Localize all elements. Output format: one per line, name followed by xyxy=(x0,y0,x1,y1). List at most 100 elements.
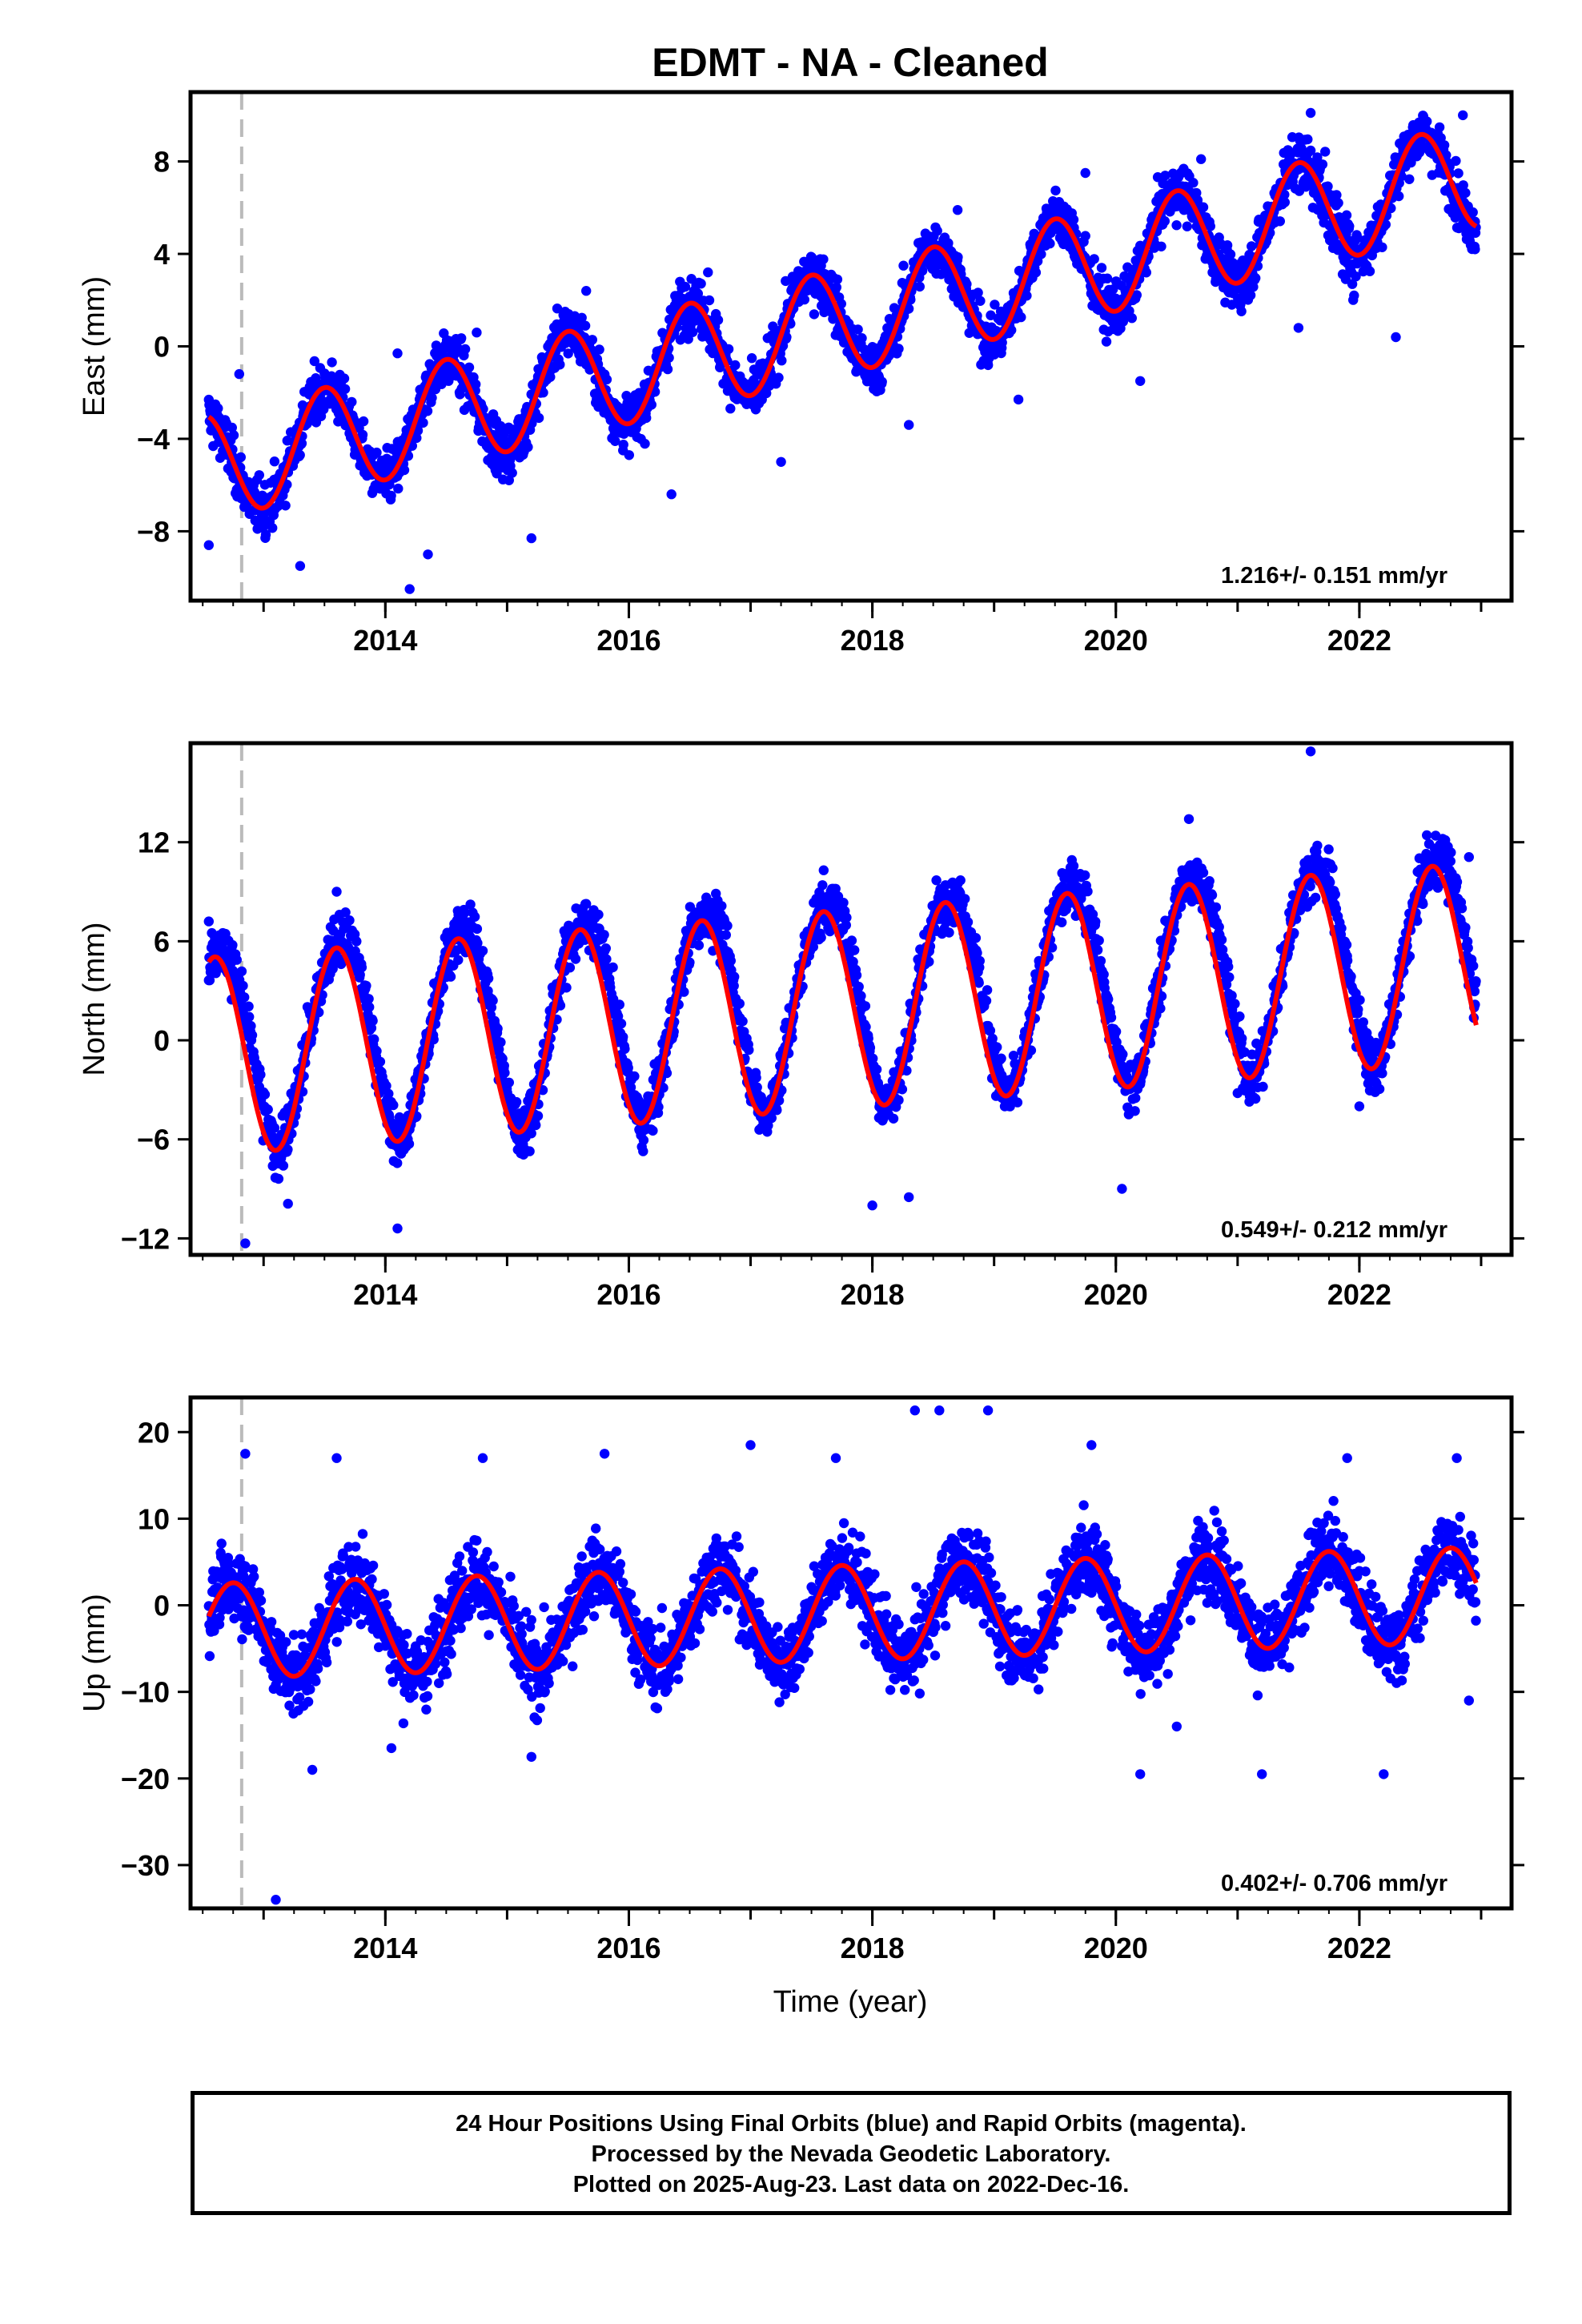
outlier-point xyxy=(1391,332,1401,343)
data-point xyxy=(388,1100,399,1111)
data-point xyxy=(653,1102,664,1112)
data-point xyxy=(599,930,609,940)
data-point xyxy=(664,352,674,363)
data-point xyxy=(816,932,826,943)
data-point xyxy=(361,980,371,991)
data-point xyxy=(511,1096,522,1108)
data-point xyxy=(555,360,565,370)
data-point xyxy=(351,936,362,947)
data-point xyxy=(1096,263,1107,273)
data-point xyxy=(576,312,587,323)
data-point xyxy=(903,304,914,314)
data-point xyxy=(746,353,757,364)
data-point xyxy=(555,1000,566,1011)
data-point xyxy=(1131,290,1142,300)
data-point xyxy=(422,406,433,416)
data-point xyxy=(1235,299,1246,309)
data-point xyxy=(355,970,365,980)
data-point xyxy=(799,294,809,305)
data-point xyxy=(1188,178,1199,188)
data-point xyxy=(1279,189,1290,200)
data-point xyxy=(524,1146,535,1156)
data-point xyxy=(472,938,483,948)
outlier-point xyxy=(423,549,433,560)
data-point xyxy=(685,957,695,967)
data-point xyxy=(1156,241,1166,251)
data-point xyxy=(1422,116,1432,127)
y-tick-label: 0 xyxy=(154,331,170,364)
data-point xyxy=(472,923,483,935)
data-point xyxy=(231,955,242,965)
data-point xyxy=(893,1095,904,1105)
data-point xyxy=(623,1063,633,1073)
data-point xyxy=(851,970,862,980)
data-point xyxy=(1305,145,1316,156)
data-point xyxy=(1005,1101,1015,1112)
data-point xyxy=(766,1112,777,1124)
data-point xyxy=(1236,306,1247,316)
data-point xyxy=(1205,221,1216,231)
data-point xyxy=(247,1030,258,1040)
data-point xyxy=(296,438,307,448)
data-point xyxy=(931,875,942,886)
data-point xyxy=(1275,216,1286,227)
data-point xyxy=(464,362,475,372)
data-point xyxy=(564,963,576,973)
data-point xyxy=(227,939,238,951)
data-point xyxy=(730,360,741,371)
data-point xyxy=(1198,202,1209,212)
data-point xyxy=(267,523,278,533)
data-point xyxy=(263,1104,273,1115)
data-point xyxy=(1227,300,1237,310)
x-tick-label: 2016 xyxy=(596,624,661,657)
data-point xyxy=(254,470,264,480)
data-point xyxy=(538,388,548,398)
data-point xyxy=(981,995,992,1006)
data-point xyxy=(259,1089,271,1100)
data-point xyxy=(369,1034,379,1044)
data-point xyxy=(1008,1051,1019,1061)
data-point xyxy=(227,422,237,433)
data-point xyxy=(375,1056,386,1068)
data-point xyxy=(477,946,488,956)
data-point xyxy=(418,417,428,428)
data-point xyxy=(831,282,842,292)
data-point xyxy=(1045,238,1055,249)
data-point xyxy=(781,332,792,343)
data-point xyxy=(339,384,351,394)
data-point xyxy=(616,1019,627,1029)
data-point xyxy=(213,403,223,414)
chart-title: EDMT - NA - Cleaned xyxy=(652,40,1048,85)
data-point xyxy=(1352,233,1363,243)
data-point xyxy=(295,450,305,460)
data-point xyxy=(818,254,829,264)
data-point xyxy=(996,1053,1006,1063)
data-point xyxy=(1380,219,1391,230)
data-point xyxy=(1080,231,1090,241)
data-point xyxy=(871,1064,882,1075)
data-point xyxy=(1349,290,1359,301)
data-point xyxy=(593,909,604,920)
outlier-point xyxy=(703,267,713,278)
data-point xyxy=(1451,155,1461,167)
outlier-point xyxy=(666,489,677,500)
data-point xyxy=(990,300,1000,310)
data-point xyxy=(1050,185,1061,196)
outlier-point xyxy=(1013,394,1024,405)
outlier-point xyxy=(526,533,536,544)
data-point xyxy=(898,260,909,271)
data-point xyxy=(986,310,996,320)
data-point xyxy=(492,1023,503,1034)
data-point xyxy=(278,1160,289,1171)
data-point xyxy=(453,955,464,966)
data-point xyxy=(737,1016,748,1027)
data-point xyxy=(1394,191,1404,202)
data-point xyxy=(280,501,291,511)
outlier-point xyxy=(1196,154,1207,164)
data-point xyxy=(646,400,656,410)
data-point xyxy=(236,966,247,977)
data-point xyxy=(860,1001,871,1011)
data-point xyxy=(601,374,612,385)
data-point xyxy=(973,287,983,298)
outlier-point xyxy=(1458,110,1468,121)
